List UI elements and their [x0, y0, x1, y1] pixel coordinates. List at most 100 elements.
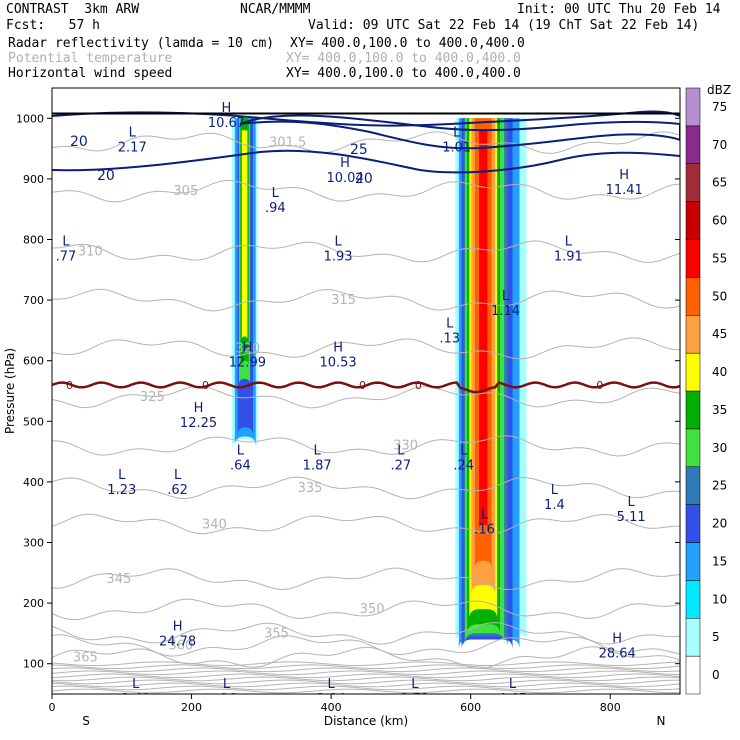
- y-tick-label: 300: [23, 537, 44, 550]
- extremum-value: 28.64: [599, 646, 636, 661]
- field-theta-label: Potential temperature: [8, 51, 173, 66]
- colorbar-label-55: 55: [712, 251, 727, 265]
- theta-label-365: 365: [73, 651, 98, 666]
- theta-label-301.5: 301.5: [269, 136, 306, 151]
- field-wind-label: Horizontal wind speed: [8, 66, 173, 81]
- colorbar-swatch-35: [685, 390, 701, 430]
- freezing-level-line: [52, 381, 680, 394]
- colorbar-swatch-60: [685, 201, 701, 240]
- field-theta-xy: XY= 400.0,100.0 to 400.0,400.0: [286, 51, 521, 66]
- colorbar-label-40: 40: [712, 365, 727, 379]
- extremum-low-marker: L: [411, 677, 419, 692]
- theta-label-315: 315: [331, 293, 356, 308]
- wind-label-upper: 20: [70, 134, 88, 150]
- freezing-level-label: 0: [202, 379, 209, 392]
- wind-contour-jet: [239, 114, 680, 150]
- extremum-value: .24: [453, 459, 474, 474]
- extremum-low-marker: L: [314, 444, 322, 459]
- y-tick-label: 600: [23, 355, 44, 368]
- theta-line-350: [52, 598, 680, 621]
- y-tick-label: 400: [23, 476, 44, 489]
- extremum-value: 1.23: [107, 483, 136, 498]
- x-tick-label: 800: [600, 701, 621, 714]
- extremum-value: .64: [230, 459, 251, 474]
- extremum-low-marker: L: [628, 495, 636, 510]
- extremum-high-marker: H: [194, 401, 204, 416]
- colorbar-label-0: 0: [712, 668, 720, 682]
- y-axis-label: Pressure (hPa): [3, 348, 17, 434]
- theta-label-340: 340: [202, 517, 227, 532]
- theta-upper-line: [52, 664, 680, 669]
- extremum-low-marker: L: [551, 483, 559, 498]
- colorbar-label-25: 25: [712, 479, 727, 493]
- extremum-low-marker: L: [132, 677, 140, 692]
- extremum-low-marker: L: [327, 677, 335, 692]
- extremum-low-marker: L: [174, 468, 182, 483]
- theta-label-355: 355: [264, 626, 289, 641]
- extremum-high-marker: H: [222, 101, 232, 116]
- extremum-value: 10.04: [326, 171, 363, 186]
- north-endpoint: N: [657, 714, 666, 728]
- extremum-high-marker: H: [242, 341, 252, 356]
- extremum-value: .13: [439, 331, 460, 346]
- colorbar-swatch-15: [685, 542, 701, 581]
- south-endpoint: S: [82, 714, 90, 728]
- theta-upper-line: [52, 676, 680, 682]
- extremum-value: .94: [265, 201, 286, 216]
- theta-line-305: [52, 179, 680, 203]
- y-tick-label: 800: [23, 234, 44, 247]
- extremum-value: .27: [391, 459, 412, 474]
- extremum-low-marker: L: [223, 677, 231, 692]
- cell-1-shell-40dbz: [241, 130, 248, 340]
- x-tick-label: 400: [321, 701, 342, 714]
- colorbar-swatch-10: [685, 580, 701, 619]
- extremum-value: .77: [56, 250, 77, 265]
- extremum-low-marker: L: [397, 444, 405, 459]
- colorbar-label-5: 5: [712, 630, 720, 644]
- field-reflectivity-xy: XY= 400.0,100.0 to 400.0,400.0: [290, 36, 525, 51]
- field-reflectivity-label: Radar reflectivity (lamda = 10 cm): [8, 36, 275, 51]
- colorbar-swatch-65: [685, 163, 701, 202]
- theta-line-310: [52, 240, 680, 263]
- colorbar-swatch-20: [685, 504, 701, 543]
- extremum-low-marker: L: [237, 444, 245, 459]
- theta-label-325: 325: [140, 390, 165, 405]
- extremum-low-marker: L: [62, 235, 70, 250]
- extremum-value: 1.93: [324, 250, 353, 265]
- theta-label-350: 350: [360, 602, 385, 617]
- y-tick-label: 700: [23, 294, 44, 307]
- x-tick-label: 0: [49, 701, 56, 714]
- extremum-low-marker: L: [129, 125, 137, 140]
- theta-line-315: [52, 288, 680, 312]
- extremum-low-marker: L: [118, 468, 126, 483]
- reflectivity-layer: [232, 118, 527, 650]
- wind-label-lower-2: 20: [355, 171, 373, 187]
- center-label: NCAR/MMMM: [240, 2, 311, 17]
- colorbar-label-20: 20: [712, 517, 727, 531]
- extremum-value: 3.73: [400, 692, 429, 707]
- fcst-label: Fcst: 57 h: [6, 18, 100, 33]
- extremum-low-marker: L: [446, 316, 454, 331]
- y-tick-label: 500: [23, 415, 44, 428]
- extremum-value: 3.84: [317, 692, 346, 707]
- colorbar-label-15: 15: [712, 554, 727, 568]
- colorbar: 0 5 10 15 20 25 30 35 40 45 50 55 60 65 70 75: [685, 87, 727, 695]
- extremum-low-marker: L: [272, 186, 280, 201]
- field-wind-xy: XY= 400.0,100.0 to 400.0,400.0: [286, 66, 521, 81]
- model-label: CONTRAST 3km ARW: [6, 2, 140, 17]
- theta-line-360: [52, 634, 680, 657]
- theta-label-360: 360: [169, 639, 194, 654]
- extremum-value: .16: [474, 522, 495, 537]
- theta-upper-line: [52, 685, 680, 691]
- extremum-low-marker: L: [334, 235, 342, 250]
- extremum-low-marker: L: [481, 507, 489, 522]
- x-axis-label: Distance (km): [324, 714, 408, 728]
- colorbar-swatch-5: [685, 618, 701, 657]
- extremum-value: 1.4: [544, 498, 565, 513]
- colorbar-swatch-0: [685, 655, 701, 695]
- extremum-high-marker: H: [173, 619, 183, 634]
- theta-line-325: [52, 385, 680, 409]
- colorbar-label-65: 65: [712, 176, 727, 190]
- theta-label-320: 320: [236, 342, 261, 357]
